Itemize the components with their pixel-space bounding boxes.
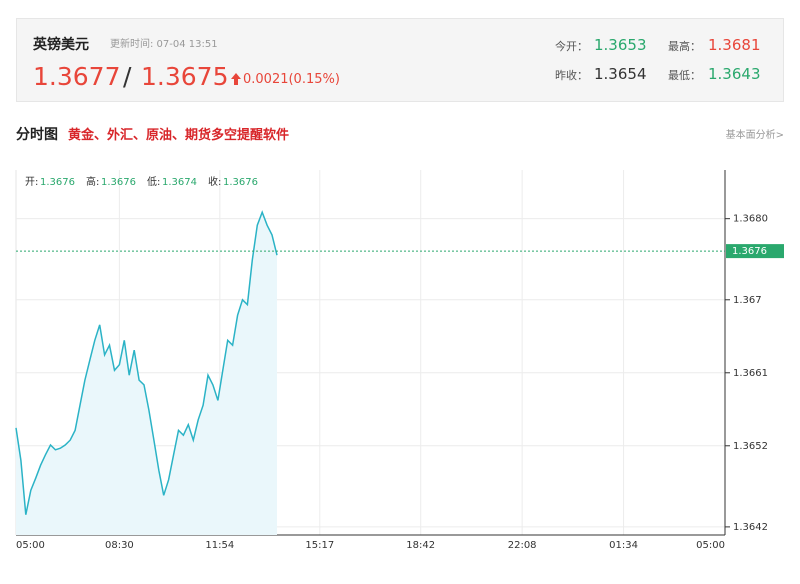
stat-label: 最低： xyxy=(668,69,701,82)
up-arrow xyxy=(231,73,241,85)
ohlc-label: 开: xyxy=(25,177,38,188)
y-tick-label: 1.3642 xyxy=(733,522,768,533)
bid-price: 1.3677 xyxy=(33,62,121,91)
x-tick-label: 15:17 xyxy=(305,540,334,551)
ohlc-label: 高: xyxy=(86,175,99,188)
promo-link[interactable]: 黄金、外汇、原油、期货多空提醒软件 xyxy=(68,128,290,143)
x-tick-label: 11:54 xyxy=(205,540,234,551)
quote-panel xyxy=(16,18,784,102)
area-fill xyxy=(16,212,277,535)
stat-label: 今开： xyxy=(555,40,588,53)
price-change: 0.0021(0.15%) xyxy=(243,72,340,87)
quote-name: 英镑美元 xyxy=(33,37,89,53)
x-tick-label: 01:34 xyxy=(609,540,638,551)
current-price-tag xyxy=(726,244,784,259)
price-line xyxy=(15,210,278,515)
stat-label: 昨收： xyxy=(555,69,588,82)
ohlc-value: 1.3674 xyxy=(162,177,197,188)
x-tick-label: 05:00 xyxy=(696,540,725,551)
stat-value: 1.3681 xyxy=(708,36,761,54)
price-separator: / xyxy=(123,62,132,91)
x-tick-label: 18:42 xyxy=(406,540,435,551)
y-tick-label: 1.367 xyxy=(733,295,762,306)
x-tick-label: 22:08 xyxy=(508,540,537,551)
x-tick-label: 05:00 xyxy=(16,540,45,551)
ask-price: 1.3675 xyxy=(141,62,229,91)
ohlc-label: 低: xyxy=(147,175,160,188)
ohlc-value: 1.3676 xyxy=(223,177,258,188)
stat-value: 1.3653 xyxy=(594,36,647,54)
section-title: 分时图 xyxy=(16,127,58,143)
update-time: 更新时间: 07-04 13:51 xyxy=(110,39,218,50)
ohlc-label: 收: xyxy=(208,175,221,188)
y-tick-label: 1.3680 xyxy=(733,214,768,225)
y-tick-label: 1.3661 xyxy=(733,368,768,379)
x-tick-label: 08:30 xyxy=(105,540,134,551)
stat-value: 1.3643 xyxy=(708,65,761,83)
stat-label: 最高： xyxy=(668,40,701,53)
stat-value: 1.3654 xyxy=(594,65,647,83)
ohlc-value: 1.3676 xyxy=(101,177,136,188)
y-tick-label: 1.3652 xyxy=(733,441,768,452)
ohlc-value: 1.3676 xyxy=(40,177,75,188)
current-price-label: 1.3676 xyxy=(732,246,767,257)
analysis-link[interactable]: 基本面分析> xyxy=(725,130,784,141)
